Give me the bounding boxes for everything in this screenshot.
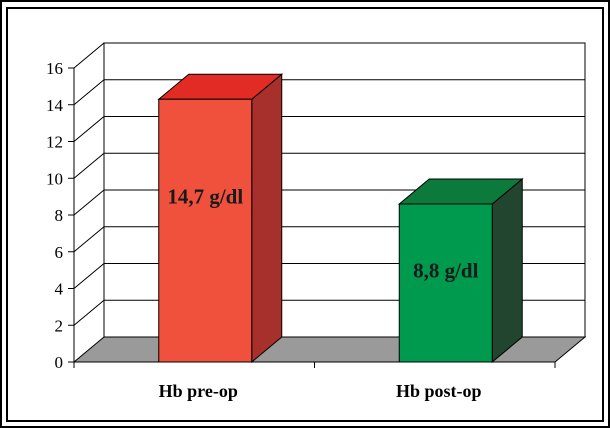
gridline xyxy=(73,79,585,106)
y-tick-label: 2 xyxy=(55,316,64,335)
bar-front xyxy=(398,203,493,363)
bar-side xyxy=(491,177,523,364)
y-tick-label: 16 xyxy=(46,59,63,78)
gridline xyxy=(73,42,585,69)
gridline xyxy=(73,116,585,142)
y-tick-label: 0 xyxy=(55,353,64,372)
y-tick-label: 10 xyxy=(46,169,63,188)
bars xyxy=(157,73,524,364)
bar xyxy=(397,177,524,364)
data-label: 14,7 g/dl xyxy=(167,184,243,208)
y-tick-label: 6 xyxy=(55,243,64,262)
data-label: 8,8 g/dl xyxy=(413,258,479,282)
y-tick-labels: 0 2 4 6 8 10 12 14 16 xyxy=(46,59,64,372)
y-tick-label: 4 xyxy=(55,280,64,299)
category-labels: Hb pre-op Hb post-op xyxy=(159,381,482,401)
y-tick-label: 8 xyxy=(55,206,64,225)
gridline xyxy=(73,152,585,179)
bar xyxy=(157,73,284,364)
inner-frame xyxy=(6,7,604,422)
x-tick-label: Hb pre-op xyxy=(159,381,238,401)
x-tick-label: Hb post-op xyxy=(396,381,482,401)
data-labels: 14,7 g/dl 8,8 g/dl xyxy=(167,184,478,282)
y-tick-label: 12 xyxy=(46,133,63,152)
bar-side xyxy=(251,73,283,364)
bar-front xyxy=(158,98,253,363)
y-tick-label: 14 xyxy=(46,96,64,115)
